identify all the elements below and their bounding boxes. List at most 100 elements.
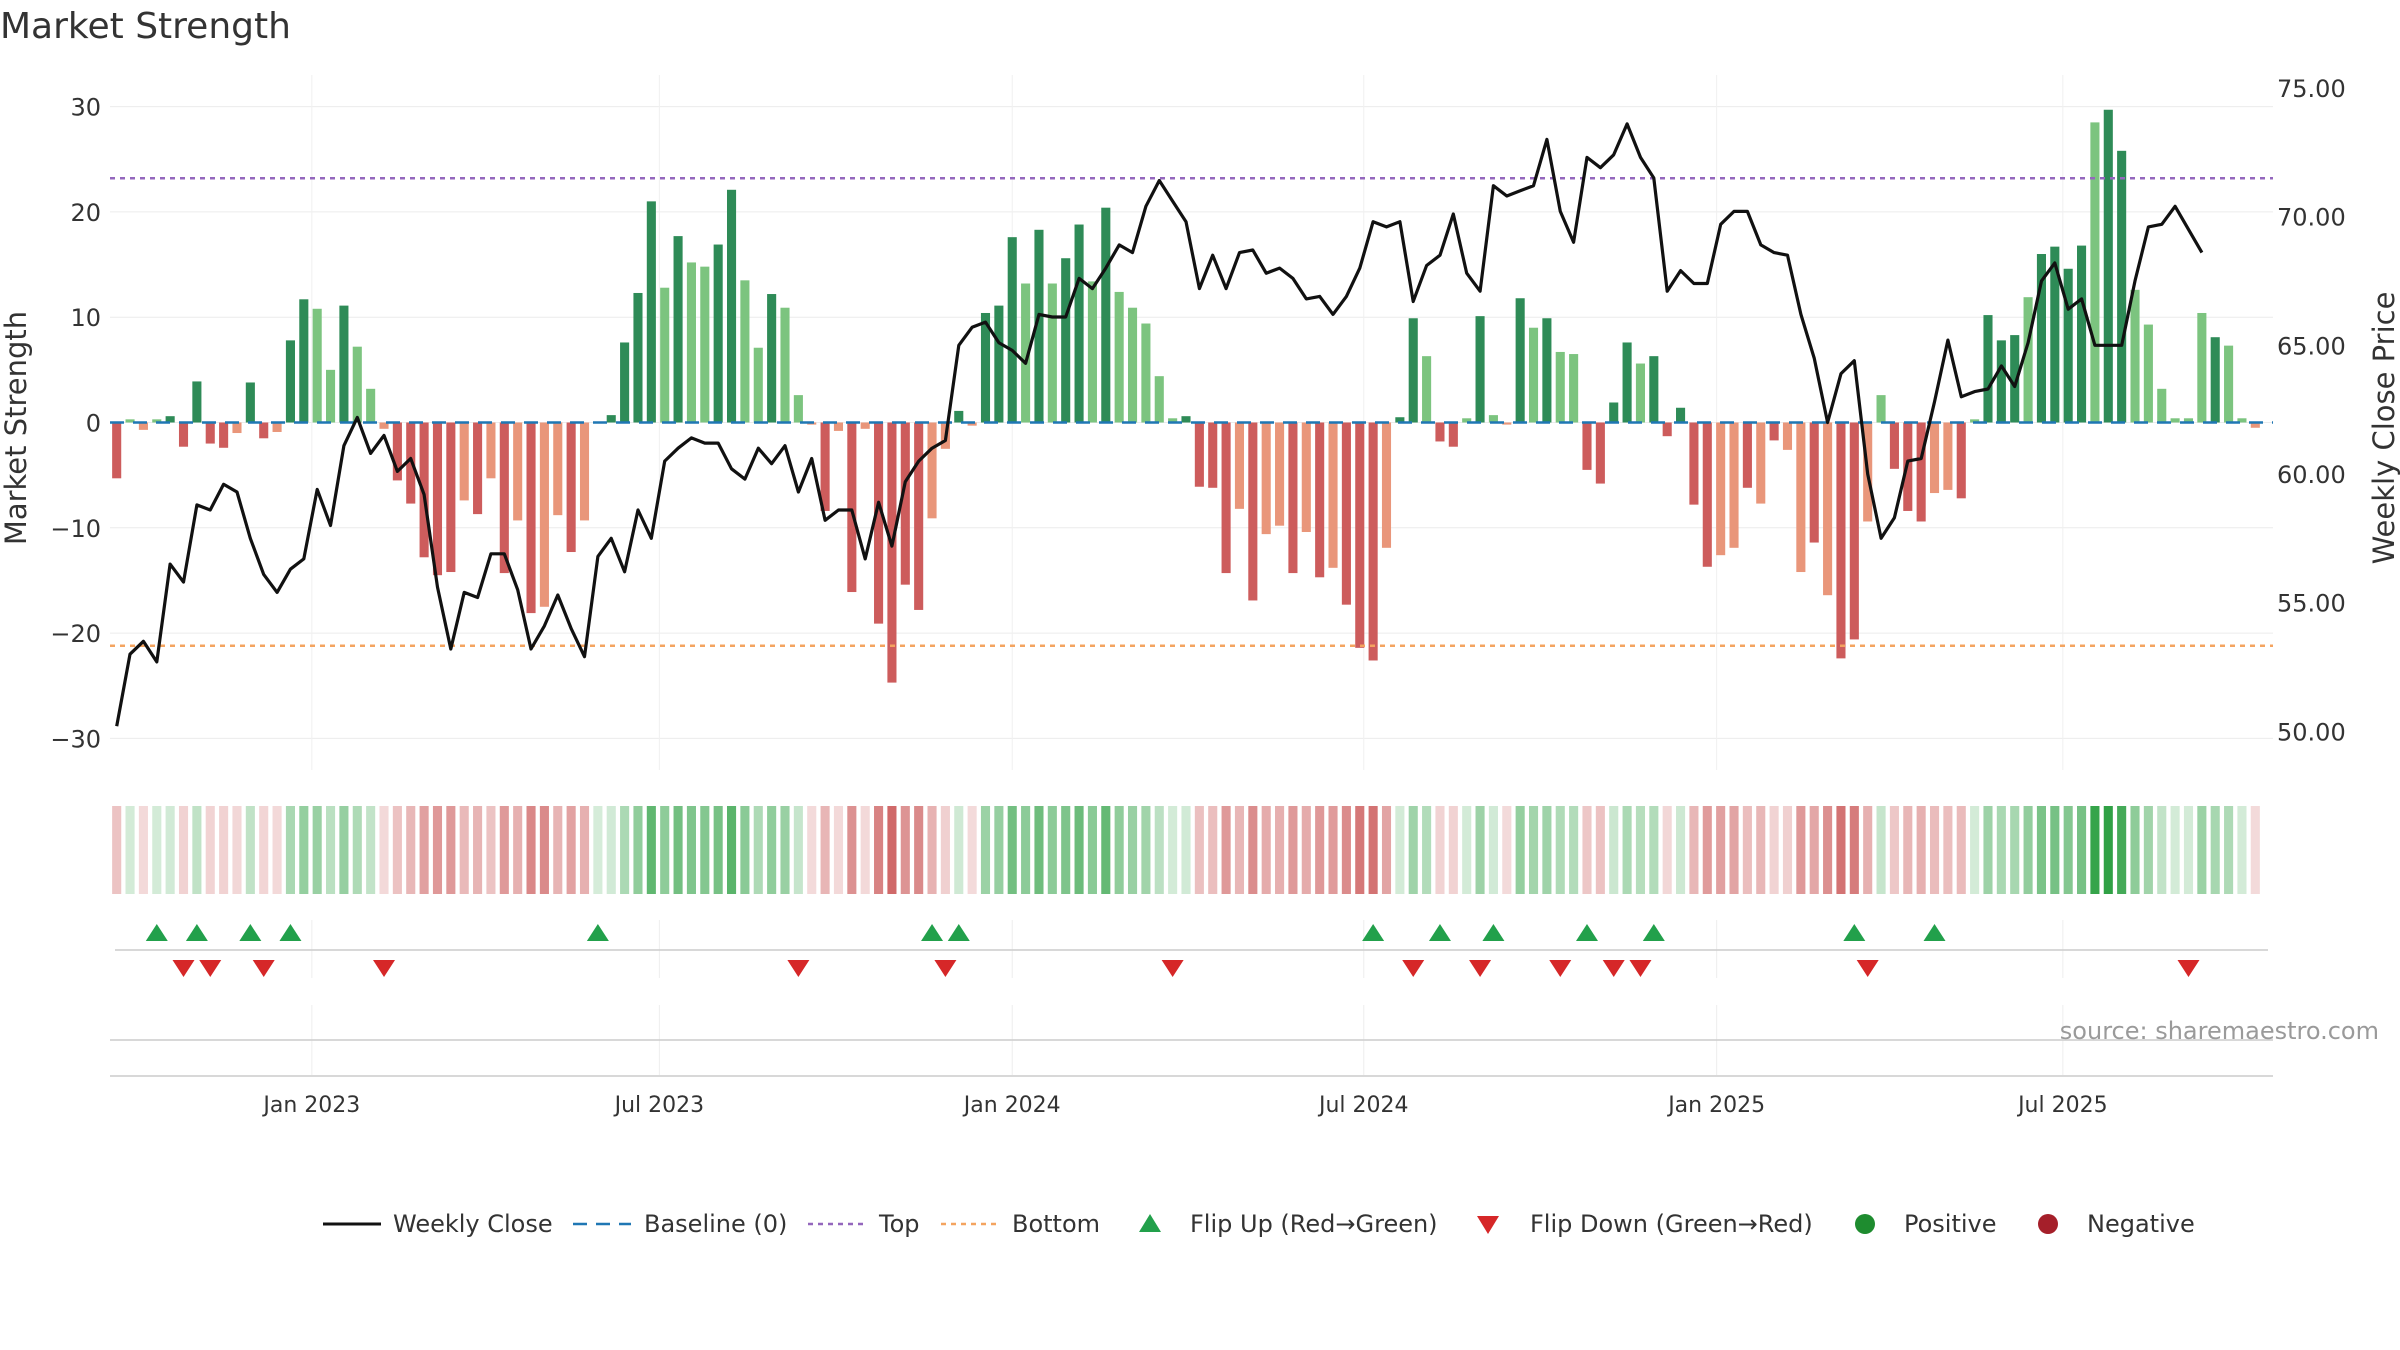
strength-bar bbox=[700, 266, 710, 423]
legend-positive-dot-icon bbox=[1855, 1214, 1875, 1234]
strength-bar bbox=[927, 422, 937, 519]
heat-cell bbox=[833, 806, 844, 894]
strength-bar bbox=[2237, 418, 2247, 423]
x-tick-label: Jul 2023 bbox=[613, 1093, 705, 1118]
heat-cell bbox=[326, 806, 336, 894]
strength-bar bbox=[1488, 415, 1498, 423]
heat-cell bbox=[205, 806, 215, 894]
heat-cell bbox=[1916, 806, 1926, 894]
strength-bar bbox=[767, 294, 777, 423]
heat-cell bbox=[2090, 806, 2100, 894]
heat-cell bbox=[994, 806, 1004, 894]
strength-bar bbox=[1315, 422, 1325, 578]
heat-cell bbox=[2077, 806, 2087, 894]
strength-bar bbox=[1929, 422, 1940, 494]
strength-bar bbox=[1087, 281, 1097, 423]
flip-down-marker bbox=[199, 960, 222, 977]
strength-bar bbox=[1889, 422, 1899, 469]
strength-bar bbox=[860, 422, 870, 429]
y-tick-label: 0 bbox=[86, 410, 101, 438]
strength-bar bbox=[1435, 422, 1445, 442]
heat-cell bbox=[1101, 806, 1111, 894]
heat-cell bbox=[2130, 806, 2140, 894]
strength-bar bbox=[2197, 312, 2207, 423]
strength-bar bbox=[1221, 422, 1231, 574]
heat-cell bbox=[1689, 806, 1699, 894]
heat-cell bbox=[1275, 806, 1285, 894]
strength-bar bbox=[1047, 283, 1057, 423]
heat-cell bbox=[2197, 806, 2207, 894]
heat-cell bbox=[1542, 806, 1552, 894]
strength-bar bbox=[1742, 422, 1752, 488]
y2-tick-label: 65.00 bbox=[2277, 332, 2346, 360]
legend-flip-up-icon bbox=[1139, 1214, 1161, 1232]
strength-bar bbox=[1769, 422, 1779, 441]
heat-cell bbox=[125, 806, 135, 894]
heat-cell bbox=[780, 806, 790, 894]
strength-bar bbox=[513, 422, 523, 521]
heat-cell bbox=[392, 806, 402, 894]
heat-cell bbox=[272, 806, 282, 894]
strength-bar bbox=[1689, 422, 1699, 505]
heat-cell bbox=[2117, 806, 2127, 894]
heat-cell bbox=[1769, 806, 1779, 894]
heat-cell bbox=[1475, 806, 1485, 894]
heat-cell bbox=[2170, 806, 2180, 894]
strength-bar bbox=[967, 422, 977, 426]
legend: Weekly Close Baseline (0) Top Bottom Flip Up… bbox=[323, 1210, 2195, 1238]
heat-cell bbox=[1007, 806, 1017, 894]
strength-bar bbox=[1448, 422, 1458, 447]
heat-cell bbox=[1823, 806, 1833, 894]
flip-up-marker bbox=[921, 924, 944, 941]
strength-bar bbox=[392, 422, 402, 481]
flip-up-marker bbox=[947, 924, 970, 941]
heat-cell bbox=[1435, 806, 1445, 894]
heat-cell bbox=[860, 806, 870, 894]
heat-cell bbox=[620, 806, 630, 894]
strength-bar bbox=[1662, 422, 1672, 437]
strength-bar bbox=[1796, 422, 1806, 573]
heat-cell bbox=[1315, 806, 1325, 894]
strength-bar bbox=[2250, 422, 2260, 428]
weekly-close-line bbox=[115, 122, 2204, 727]
heat-cell bbox=[606, 806, 616, 894]
strength-bar bbox=[1649, 356, 1659, 423]
strength-bar bbox=[994, 305, 1004, 423]
strength-bar bbox=[2103, 109, 2113, 423]
heat-cell bbox=[1970, 806, 1980, 894]
heat-cell bbox=[1569, 806, 1579, 894]
heat-cell bbox=[1876, 806, 1886, 894]
heat-cell bbox=[1328, 806, 1338, 894]
legend-label: Top bbox=[878, 1210, 920, 1238]
strength-bar bbox=[954, 410, 964, 423]
heat-cell bbox=[539, 806, 549, 894]
heat-cell bbox=[1248, 806, 1258, 894]
strength-bar bbox=[2183, 418, 2194, 423]
strength-bar bbox=[2077, 245, 2087, 423]
heat-cell bbox=[1662, 806, 1672, 894]
heat-cell bbox=[1595, 806, 1605, 894]
flip-down-marker bbox=[252, 960, 275, 977]
strength-bar bbox=[1823, 422, 1833, 596]
heat-cell bbox=[192, 806, 202, 894]
flip-up-marker bbox=[145, 924, 168, 941]
heat-cell bbox=[1181, 806, 1191, 894]
strength-bar bbox=[1515, 298, 1525, 423]
heat-cell bbox=[927, 806, 937, 894]
strength-bar bbox=[192, 381, 202, 423]
strength-bar bbox=[673, 236, 683, 423]
legend-label: Bottom bbox=[1012, 1210, 1100, 1238]
strength-bar bbox=[2117, 150, 2127, 423]
strength-bar bbox=[1381, 422, 1392, 548]
flip-down-marker bbox=[2177, 960, 2200, 977]
legend-label: Flip Up (Red→Green) bbox=[1190, 1210, 1438, 1238]
strength-bar bbox=[2130, 289, 2140, 423]
heat-cell bbox=[726, 806, 737, 894]
heat-cell bbox=[1635, 806, 1646, 894]
heat-cell bbox=[2224, 806, 2234, 894]
heat-cell bbox=[1943, 806, 1953, 894]
strength-bar bbox=[1395, 417, 1405, 423]
heat-cell bbox=[2237, 806, 2247, 894]
strength-bar bbox=[874, 422, 884, 624]
heat-cell bbox=[1502, 806, 1512, 894]
